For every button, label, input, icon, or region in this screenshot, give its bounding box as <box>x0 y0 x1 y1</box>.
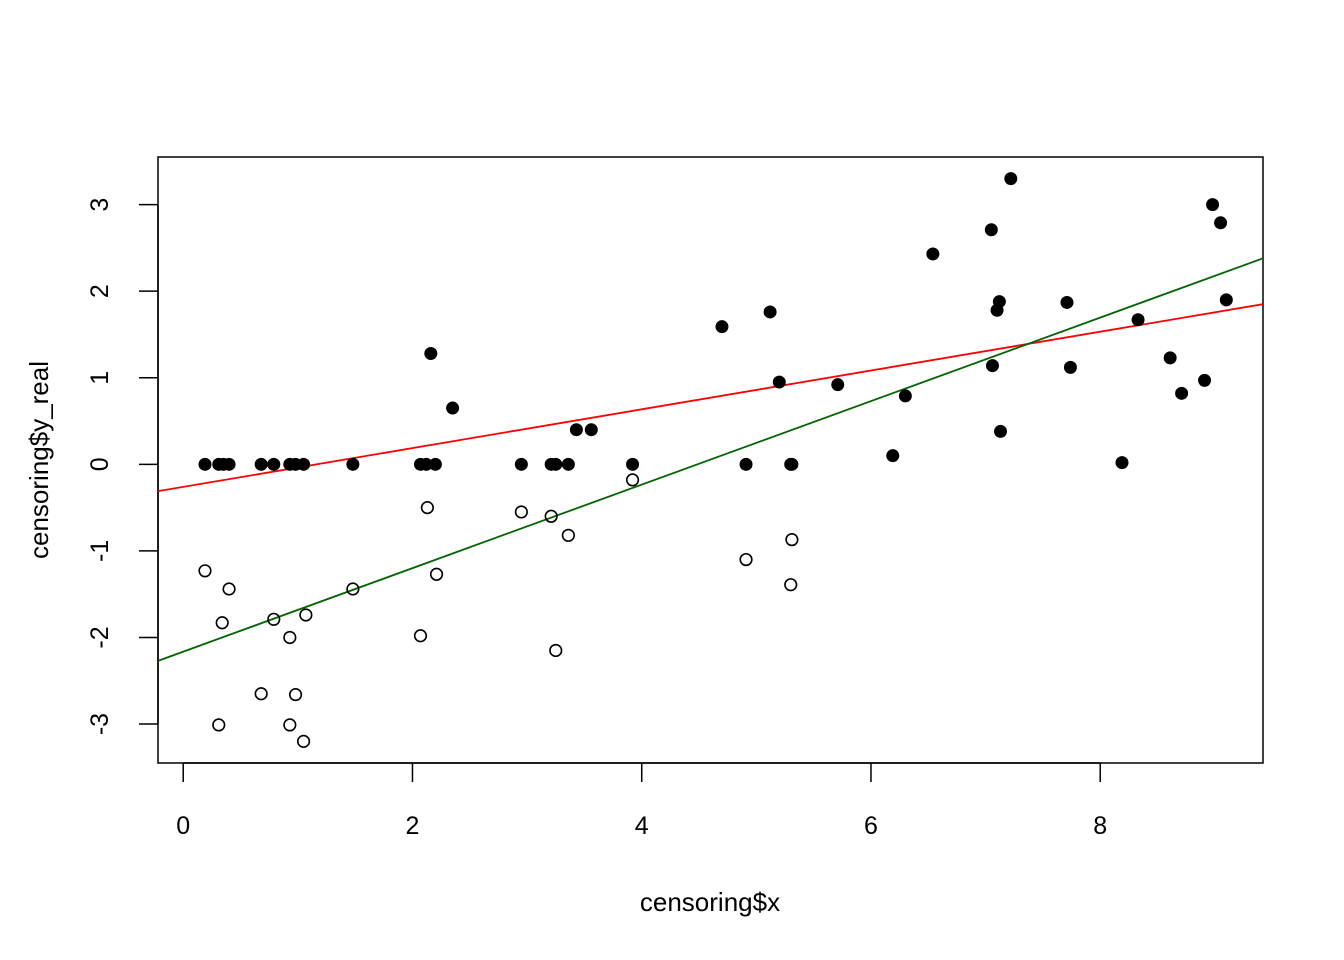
observed-point <box>267 457 281 471</box>
observed-point <box>1206 198 1220 212</box>
observed-point <box>772 375 786 389</box>
observed-point <box>1175 386 1189 400</box>
observed-point <box>1131 313 1145 327</box>
regression-line <box>158 257 1263 662</box>
y-tick-label: 3 <box>86 198 114 212</box>
observed-point <box>763 305 777 319</box>
censored-point <box>267 612 281 626</box>
observed-point <box>739 457 753 471</box>
censored-point <box>561 528 575 542</box>
observed-point <box>254 457 268 471</box>
censored-point <box>296 734 311 748</box>
y-tick-label: -3 <box>86 713 114 735</box>
censored-point <box>283 718 297 732</box>
observed-point <box>428 457 442 471</box>
observed-point <box>514 457 528 471</box>
regression-line <box>158 303 1263 493</box>
observed-point <box>926 247 940 261</box>
y-tick-label: 0 <box>86 457 114 471</box>
observed-point <box>785 457 799 471</box>
y-tick-label: 2 <box>86 284 114 298</box>
x-tick-label: 0 <box>176 812 190 840</box>
y-axis-title: censoring$y_real <box>24 361 54 559</box>
censored-point <box>346 582 360 596</box>
censored-point <box>420 501 434 515</box>
observed-point <box>584 423 598 437</box>
observed-point <box>297 457 311 471</box>
observed-point <box>1163 351 1177 365</box>
observed-point <box>561 457 575 471</box>
censored-point <box>288 688 303 702</box>
observed-point <box>626 457 640 471</box>
observed-point <box>985 359 999 373</box>
fit-lines <box>158 257 1263 662</box>
observed-point <box>992 295 1006 309</box>
y-tick-label: -2 <box>86 626 114 648</box>
observed-point <box>424 347 438 361</box>
y-tick-label: -1 <box>86 540 114 562</box>
observed-point <box>984 223 998 237</box>
censored-point <box>544 509 558 523</box>
x-tick-label: 4 <box>635 812 649 840</box>
censored-point <box>283 630 297 645</box>
censored-point <box>215 616 229 630</box>
observed-point <box>1214 216 1228 230</box>
x-tick-label: 6 <box>864 812 878 840</box>
observed-point <box>831 378 845 392</box>
x-axis: 0 2 4 6 8 <box>176 762 1107 840</box>
observed-point <box>569 423 583 437</box>
censored-point <box>198 564 212 578</box>
observed-point <box>1063 360 1077 374</box>
observed-point <box>198 457 212 471</box>
censored-point <box>299 608 313 622</box>
x-axis-title: censoring$x <box>640 887 780 917</box>
observed-point <box>446 401 460 415</box>
censored-point <box>625 473 640 487</box>
observed-point <box>1115 456 1129 470</box>
observed-point <box>994 424 1008 438</box>
observed-point <box>549 457 563 471</box>
observed-point <box>715 320 729 334</box>
observed-point <box>346 457 360 471</box>
censored-point <box>212 718 226 732</box>
censored-point <box>739 552 753 567</box>
censored-point <box>413 629 428 643</box>
y-axis: -3 -2 -1 0 1 2 3 <box>86 198 159 735</box>
observed-point <box>1198 373 1212 387</box>
observed-point <box>898 389 912 403</box>
data-points <box>198 172 1233 748</box>
censored-point <box>549 643 563 658</box>
censored-point <box>222 582 236 596</box>
observed-point <box>1219 293 1233 307</box>
censored-point <box>785 533 799 547</box>
observed-point <box>1004 172 1018 186</box>
observed-point <box>222 457 236 471</box>
x-tick-label: 8 <box>1093 812 1107 840</box>
observed-point <box>1060 295 1074 309</box>
x-tick-label: 2 <box>406 812 420 840</box>
censored-point <box>514 505 528 519</box>
censored-point <box>784 578 798 592</box>
censored-point <box>429 567 444 581</box>
y-tick-label: 1 <box>86 371 114 385</box>
observed-point <box>886 449 900 463</box>
censored-point <box>254 687 268 701</box>
